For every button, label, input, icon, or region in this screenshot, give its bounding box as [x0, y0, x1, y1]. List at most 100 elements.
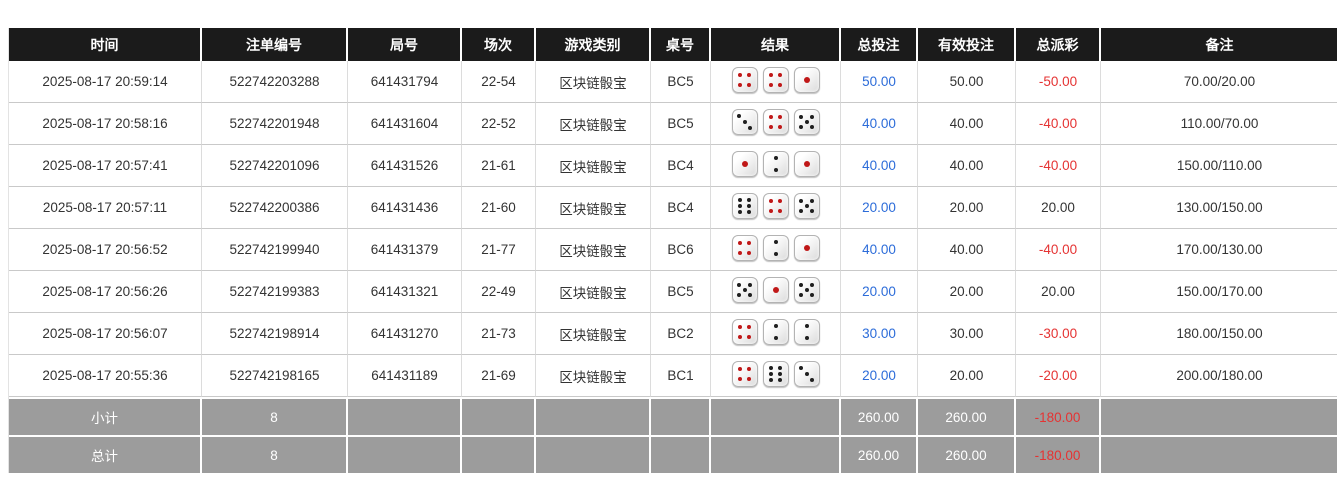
col-header-total-bet: 总投注: [841, 28, 918, 61]
cell-empty: [651, 397, 711, 435]
cell-total-bet-link[interactable]: 20.00: [841, 187, 918, 229]
col-header-table-no: 桌号: [651, 28, 711, 61]
cell-session: 21-69: [462, 355, 536, 397]
cell-total-bet-link[interactable]: 40.00: [841, 229, 918, 271]
die-5-icon: [793, 277, 820, 303]
die-2-icon: [762, 319, 789, 345]
total-total-bet: 260.00: [841, 435, 918, 473]
dice-result-icons: [731, 235, 820, 261]
die-4-icon: [731, 235, 758, 261]
cell-round-no: 641431270: [348, 313, 462, 355]
col-header-session: 场次: [462, 28, 536, 61]
dice-result-icons: [731, 319, 820, 345]
die-1-icon: [793, 151, 820, 177]
cell-valid-bet: 40.00: [918, 229, 1016, 271]
table-row: 2025-08-17 20:57:11 522742200386 6414314…: [9, 187, 1337, 229]
cell-valid-bet: 50.00: [918, 61, 1016, 103]
cell-total-bet-link[interactable]: 40.00: [841, 103, 918, 145]
die-1-icon: [793, 67, 820, 93]
cell-payout: -40.00: [1016, 229, 1101, 271]
cell-game-type: 区块链骰宝: [536, 187, 651, 229]
cell-game-type: 区块链骰宝: [536, 103, 651, 145]
cell-time: 2025-08-17 20:59:14: [9, 61, 202, 103]
cell-table-no: BC4: [651, 145, 711, 187]
cell-session: 21-73: [462, 313, 536, 355]
table-row: 2025-08-17 20:55:36 522742198165 6414311…: [9, 355, 1337, 397]
cell-table-no: BC4: [651, 187, 711, 229]
cell-remark: 150.00/170.00: [1101, 271, 1337, 313]
cell-bet-id: 522742203288: [202, 61, 348, 103]
cell-total-bet-link[interactable]: 20.00: [841, 355, 918, 397]
cell-empty: [711, 397, 841, 435]
cell-bet-id: 522742199940: [202, 229, 348, 271]
cell-game-type: 区块链骰宝: [536, 61, 651, 103]
col-header-time: 时间: [9, 28, 202, 61]
cell-time: 2025-08-17 20:56:26: [9, 271, 202, 313]
total-label: 总计: [9, 435, 202, 473]
die-2-icon: [762, 151, 789, 177]
table-header-row: 时间 注单编号 局号 场次 游戏类别 桌号 结果 总投注 有效投注 总派彩 备注: [9, 28, 1337, 61]
cell-payout: -30.00: [1016, 313, 1101, 355]
cell-empty: [348, 397, 462, 435]
cell-result: [711, 229, 841, 271]
cell-valid-bet: 30.00: [918, 313, 1016, 355]
cell-payout: -40.00: [1016, 145, 1101, 187]
die-5-icon: [793, 193, 820, 219]
cell-total-bet-link[interactable]: 30.00: [841, 313, 918, 355]
cell-time: 2025-08-17 20:57:41: [9, 145, 202, 187]
cell-payout: -20.00: [1016, 355, 1101, 397]
cell-valid-bet: 20.00: [918, 187, 1016, 229]
col-header-bet-id: 注单编号: [202, 28, 348, 61]
subtotal-label: 小计: [9, 397, 202, 435]
cell-game-type: 区块链骰宝: [536, 313, 651, 355]
cell-remark: 170.00/130.00: [1101, 229, 1337, 271]
cell-remark: 70.00/20.00: [1101, 61, 1337, 103]
total-row: 总计 8 260.00 260.00 -180.00: [9, 435, 1337, 473]
cell-payout: 20.00: [1016, 187, 1101, 229]
cell-remark: 200.00/180.00: [1101, 355, 1337, 397]
cell-valid-bet: 20.00: [918, 355, 1016, 397]
die-4-icon: [762, 109, 789, 135]
cell-round-no: 641431379: [348, 229, 462, 271]
cell-total-bet-link[interactable]: 20.00: [841, 271, 918, 313]
cell-empty: [651, 435, 711, 473]
cell-round-no: 641431436: [348, 187, 462, 229]
col-header-round-no: 局号: [348, 28, 462, 61]
cell-valid-bet: 40.00: [918, 145, 1016, 187]
cell-total-bet-link[interactable]: 50.00: [841, 61, 918, 103]
cell-total-bet-link[interactable]: 40.00: [841, 145, 918, 187]
cell-bet-id: 522742201096: [202, 145, 348, 187]
cell-payout: -50.00: [1016, 61, 1101, 103]
die-3-icon: [731, 109, 758, 135]
cell-remark: 150.00/110.00: [1101, 145, 1337, 187]
cell-session: 21-77: [462, 229, 536, 271]
bet-records-table: 时间 注单编号 局号 场次 游戏类别 桌号 结果 总投注 有效投注 总派彩 备注…: [8, 28, 1337, 473]
cell-session: 22-54: [462, 61, 536, 103]
dice-result-icons: [731, 151, 820, 177]
cell-round-no: 641431604: [348, 103, 462, 145]
subtotal-valid-bet: 260.00: [918, 397, 1016, 435]
cell-round-no: 641431526: [348, 145, 462, 187]
dice-result-icons: [731, 67, 820, 93]
cell-result: [711, 355, 841, 397]
table-row: 2025-08-17 20:56:52 522742199940 6414313…: [9, 229, 1337, 271]
die-4-icon: [762, 67, 789, 93]
cell-bet-id: 522742201948: [202, 103, 348, 145]
die-6-icon: [762, 361, 789, 387]
die-1-icon: [793, 235, 820, 261]
cell-valid-bet: 20.00: [918, 271, 1016, 313]
cell-remark: 180.00/150.00: [1101, 313, 1337, 355]
cell-result: [711, 103, 841, 145]
col-header-game-type: 游戏类别: [536, 28, 651, 61]
die-4-icon: [731, 361, 758, 387]
die-2-icon: [793, 319, 820, 345]
cell-valid-bet: 40.00: [918, 103, 1016, 145]
cell-session: 21-61: [462, 145, 536, 187]
subtotal-total-bet: 260.00: [841, 397, 918, 435]
total-bet-count: 8: [202, 435, 348, 473]
die-4-icon: [762, 193, 789, 219]
die-4-icon: [731, 319, 758, 345]
bet-records-table-container: 时间 注单编号 局号 场次 游戏类别 桌号 结果 总投注 有效投注 总派彩 备注…: [8, 28, 1337, 473]
cell-remark: 110.00/70.00: [1101, 103, 1337, 145]
table-row: 2025-08-17 20:57:41 522742201096 6414315…: [9, 145, 1337, 187]
